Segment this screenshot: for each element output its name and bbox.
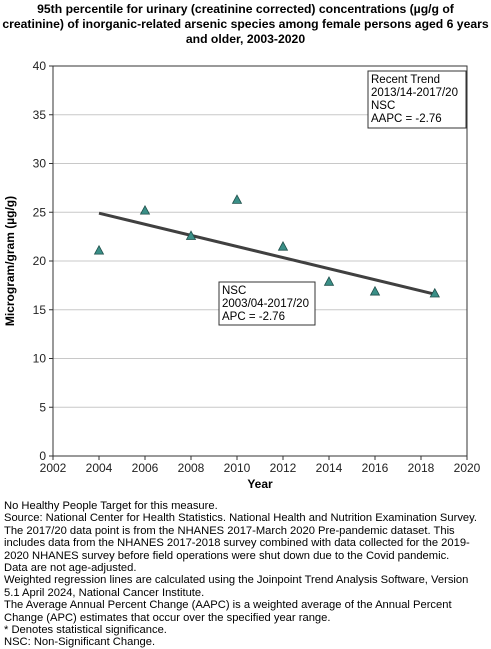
x-tick-label: 2020 (454, 461, 481, 475)
footnote-line: 5.1 April 2024, National Cancer Institut… (4, 586, 205, 599)
y-axis-title: Microgram/gram (µg/g) (3, 196, 17, 326)
y-tick-label: 10 (33, 352, 47, 366)
data-point (231, 194, 243, 204)
footnote-line: The 2017/20 data point is from the NHANE… (4, 524, 455, 537)
grid-lines (53, 114, 467, 408)
y-tick-label: 5 (39, 400, 46, 414)
annotation-line: AAPC = -2.76 (371, 113, 442, 125)
annotation-box (367, 70, 467, 129)
chart-title-line: creatinine) of inorganic-related arsenic… (2, 17, 489, 31)
footnote-line: Change (APC) estimates that occur over t… (4, 611, 331, 624)
data-point (139, 204, 151, 215)
chart-title-line: 95th percentile for urinary (creatinine … (37, 2, 454, 16)
footnotes: No Healthy People Target for this measur… (4, 500, 490, 649)
footnote-line: The Average Annual Percent Change (AAPC)… (4, 599, 452, 612)
trend-line (98, 211, 436, 296)
annotation-line: NSC (222, 285, 246, 297)
footnote-line: NSC: Non-Significant Change. (4, 636, 156, 649)
data-point (369, 285, 381, 296)
annotation-recent-trend: Recent Trend 2013/14-2017/20 NSC AAPC = … (367, 70, 467, 129)
x-tick-label: 2002 (40, 461, 67, 475)
data-point (185, 230, 197, 240)
chart-title: 95th percentile for urinary (creatinine … (0, 2, 491, 47)
y-axis-ticks: 0 5 10 15 20 25 30 35 40 (33, 59, 53, 463)
data-point (429, 287, 440, 298)
x-tick-label: 2008 (178, 461, 205, 475)
x-tick-label: 2014 (316, 461, 343, 475)
chart-title-line: and older, 2003-2020 (185, 32, 306, 46)
annotation-line: APC = -2.76 (222, 311, 285, 323)
annotation-line: 2013/14-2017/20 (371, 87, 458, 99)
footnote-line: * Denotes statistical significance. (4, 624, 167, 637)
x-tick-label: 2010 (224, 461, 251, 475)
x-tick-label: 2012 (270, 461, 297, 475)
annotation-line: 2003/04-2017/20 (222, 298, 309, 310)
x-tick-label: 2006 (132, 461, 159, 475)
footnote-line: Source: National Center for Health Stati… (4, 512, 478, 525)
data-point (277, 241, 289, 251)
y-tick-label: 30 (33, 157, 47, 171)
footnote-line: includes data from the NHANES 2017-2018 … (4, 537, 470, 550)
x-tick-label: 2004 (86, 461, 113, 475)
y-tick-label: 40 (33, 59, 47, 73)
x-axis-ticks: 2002 2004 2006 2008 2010 2012 2014 2016 2018 2020 (40, 456, 481, 475)
y-tick-label: 15 (33, 303, 47, 317)
annotation-overall-trend: NSC 2003/04-2017/20 APC = -2.76 (218, 281, 316, 326)
y-tick-label: 35 (33, 108, 47, 122)
footnote-line: Data are not age-adjusted. (4, 562, 137, 575)
chart-plot: 0 5 10 15 20 25 30 35 40 2002 2004 2006 2008 2010 201… (3, 59, 481, 491)
data-points (93, 194, 440, 298)
annotation-box (218, 281, 316, 326)
footnote-line: Weighted regression lines are calculated… (4, 574, 469, 587)
x-tick-label: 2016 (362, 461, 389, 475)
data-point (323, 276, 335, 286)
footnote-line: 2020 NHANES survey before field operatio… (4, 549, 450, 562)
x-tick-label: 2018 (408, 461, 435, 475)
annotation-line: NSC (371, 100, 395, 112)
y-tick-label: 20 (33, 254, 47, 268)
y-tick-label: 25 (33, 205, 47, 219)
data-point (93, 244, 105, 255)
annotation-line: Recent Trend (371, 74, 440, 86)
x-axis-title: Year (247, 477, 273, 491)
y-tick-label: 0 (39, 449, 46, 463)
footnote-line: No Healthy People Target for this measur… (4, 500, 218, 512)
